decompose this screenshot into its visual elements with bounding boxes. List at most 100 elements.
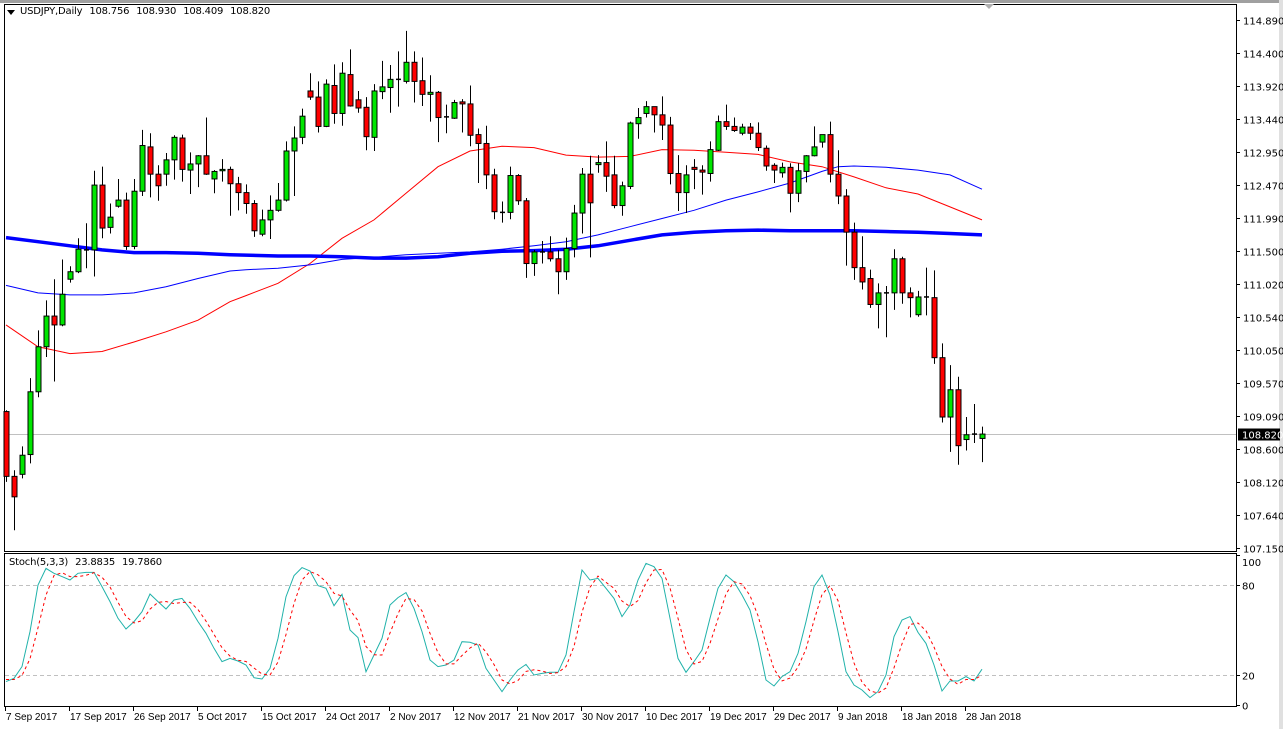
candle-bull (635, 117, 642, 125)
candle-bull (947, 389, 954, 418)
candle-bear (763, 147, 770, 167)
date-tick-label: 21 Nov 2017 (518, 712, 575, 723)
chart-shift-marker-icon[interactable] (984, 4, 994, 9)
price-tick-label: 111.990 (1243, 215, 1283, 226)
date-tick-label: 26 Sep 2017 (134, 712, 191, 723)
date-axis: 7 Sep 2017 17 Sep 2017 26 Sep 2017 5 Oct 20… (5, 707, 1021, 723)
candle-bear (867, 278, 874, 305)
stoch-main-line (5, 562, 983, 699)
candle-bull (283, 150, 290, 201)
candle-bear (603, 162, 610, 177)
candle-bull (171, 136, 178, 161)
candle-bear (827, 134, 834, 175)
candle-bear (651, 106, 658, 116)
price-tick-label: 110.050 (1243, 347, 1283, 358)
candle-bear (51, 315, 58, 326)
date-tick-label: 5 Oct 2017 (198, 712, 247, 723)
candle-bull (43, 315, 50, 348)
candle-bear (179, 137, 186, 170)
candle-bear (411, 61, 418, 82)
candle-bear (315, 96, 322, 127)
current-price-badge (1238, 428, 1280, 441)
candle-bull (715, 121, 722, 151)
price-tick-label: 107.640 (1243, 512, 1283, 523)
candle-bear (227, 168, 234, 185)
date-tick-label: 15 Oct 2017 (262, 712, 317, 723)
candle-bull (379, 86, 386, 93)
candle-bear (899, 258, 906, 294)
price-tick-label: 112.950 (1243, 149, 1283, 160)
candle-bull (811, 146, 818, 157)
price-tick-label: 108.600 (1243, 446, 1283, 457)
candle-bear (363, 106, 370, 138)
date-tick-label: 18 Jan 2018 (902, 712, 957, 723)
price-tick-label: 110.540 (1243, 314, 1283, 325)
candle-bear (147, 146, 154, 175)
candle-bull (259, 219, 266, 235)
window-top-border (0, 0, 1283, 3)
candle-bear (11, 475, 18, 498)
main-panel-frame (4, 4, 1237, 552)
candle-bear (515, 175, 522, 202)
ohlc-low: 108.409 (183, 6, 224, 17)
candle-bull (643, 106, 650, 114)
candle-bear (99, 184, 106, 229)
candle-bear (835, 173, 842, 197)
candle-bull (875, 292, 882, 305)
candle-bear (675, 172, 682, 194)
candle-bull (219, 168, 226, 172)
candle-bear (907, 292, 914, 299)
chart-header: USDJPY,Daily 108.756 108.930 108.409 108… (20, 6, 274, 17)
price-tick-label: 113.440 (1243, 116, 1283, 127)
candle-bull (795, 170, 802, 194)
candle-bear (931, 297, 938, 359)
price-tick-label: 112.470 (1243, 182, 1283, 193)
candle-bull (371, 90, 378, 138)
candle-bull (819, 134, 826, 143)
candle-bull (323, 83, 330, 127)
stoch-tick-label: 80 (1242, 582, 1255, 593)
candle-bull (299, 115, 306, 138)
candle-bear (955, 389, 962, 447)
candle-bear (939, 357, 946, 418)
candle-bear (731, 125, 738, 132)
candle-bull (115, 199, 122, 207)
stoch-signal-value: 19.7860 (122, 557, 162, 568)
date-tick-label: 19 Dec 2017 (710, 712, 767, 723)
candle-bull (683, 174, 690, 194)
moving-average-3 (5, 228, 983, 260)
candle-bear (491, 174, 498, 213)
candle-bull (291, 137, 298, 152)
date-tick-label: 12 Nov 2017 (454, 712, 511, 723)
candles (3, 30, 986, 531)
candle-bull (627, 122, 634, 187)
candle-bear (555, 258, 562, 273)
chart-menu-triangle-icon[interactable] (7, 10, 15, 15)
candle-bull (563, 248, 570, 273)
price-tick-label: 109.570 (1243, 380, 1283, 391)
candle-bear (419, 80, 426, 95)
price-tick-label: 114.400 (1243, 50, 1283, 61)
candle-bull (619, 185, 626, 207)
candle-bear (699, 169, 706, 173)
candle-bear (483, 142, 490, 176)
candle-bear (691, 166, 698, 170)
candle-bull (35, 346, 42, 393)
candle-bull (59, 293, 66, 326)
candle-bear (667, 124, 674, 174)
candle-bull (387, 78, 394, 89)
ohlc-high: 108.930 (136, 6, 177, 17)
candle-bull (195, 155, 202, 165)
candle-bear (787, 166, 794, 194)
candle-bear (435, 91, 442, 119)
candle-bull (139, 145, 146, 192)
candle-bull (339, 72, 346, 114)
candle-bull (91, 184, 98, 251)
candle-bear (859, 267, 866, 283)
candle-bull (707, 149, 714, 174)
price-tick-label: 111.020 (1243, 281, 1283, 292)
symbol-timeframe: USDJPY,Daily (20, 6, 83, 17)
stoch-tick-label: 100 (1242, 558, 1261, 569)
